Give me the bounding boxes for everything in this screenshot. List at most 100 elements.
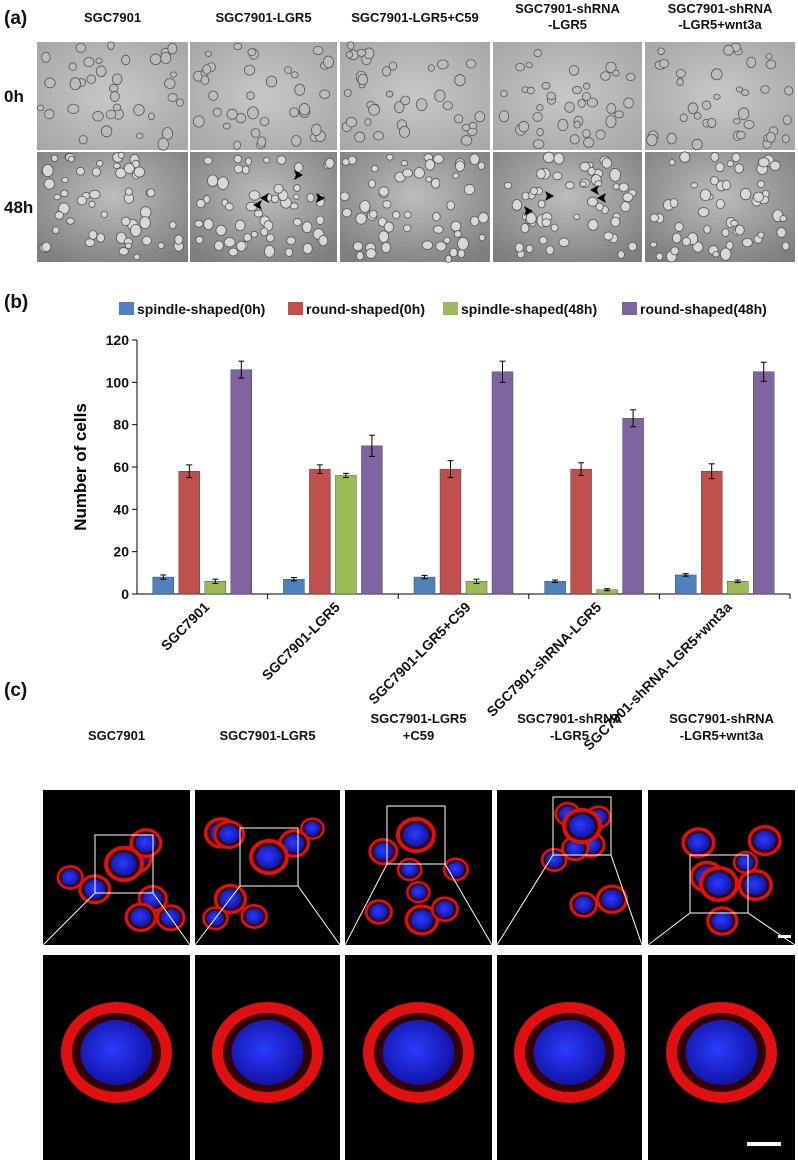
cell bbox=[721, 228, 730, 238]
cell bbox=[394, 101, 405, 114]
zoom-line bbox=[496, 854, 554, 946]
arrow bbox=[597, 193, 606, 203]
cell bbox=[765, 59, 777, 70]
confocal-image bbox=[42, 790, 191, 946]
micrograph bbox=[340, 41, 490, 150]
cell bbox=[174, 234, 184, 245]
cell bbox=[95, 57, 103, 64]
cell bbox=[710, 151, 720, 162]
cell bbox=[582, 129, 591, 139]
cell bbox=[449, 247, 458, 258]
nucleus bbox=[218, 825, 240, 844]
cell bbox=[669, 198, 679, 208]
cell bbox=[736, 130, 746, 140]
cell bbox=[100, 125, 113, 138]
error-bar bbox=[238, 360, 245, 379]
cell bbox=[690, 182, 698, 189]
cell bbox=[111, 73, 123, 85]
cell bbox=[41, 51, 51, 63]
cell bbox=[83, 56, 95, 68]
cell bbox=[244, 157, 252, 166]
confocal-image bbox=[647, 790, 796, 946]
error-bar bbox=[186, 464, 193, 479]
cell bbox=[264, 244, 276, 258]
cell bbox=[676, 78, 684, 86]
micrograph bbox=[645, 42, 795, 151]
cell bbox=[515, 62, 525, 72]
cell bbox=[133, 253, 141, 261]
nucleus bbox=[61, 869, 80, 886]
cell bbox=[675, 69, 686, 78]
cell bbox=[301, 221, 313, 234]
error-bar bbox=[342, 472, 349, 479]
cell bbox=[289, 107, 299, 118]
nucleus bbox=[373, 842, 394, 861]
cell bbox=[657, 47, 665, 55]
cell bbox=[365, 248, 377, 259]
cell bbox=[691, 138, 703, 151]
confocal-image bbox=[344, 790, 493, 946]
cell bbox=[248, 190, 261, 201]
cell bbox=[443, 236, 451, 244]
zoom-line bbox=[747, 912, 796, 946]
column-header: SGC7901 bbox=[84, 10, 141, 25]
cell bbox=[465, 59, 477, 69]
cell bbox=[536, 127, 544, 137]
cell bbox=[541, 218, 552, 227]
cell bbox=[568, 65, 580, 76]
cell bbox=[693, 112, 702, 120]
bar bbox=[727, 581, 749, 595]
cell bbox=[776, 227, 787, 238]
cell bbox=[112, 162, 121, 170]
nucleus bbox=[601, 889, 623, 909]
cell bbox=[433, 225, 444, 234]
cell bbox=[347, 41, 355, 50]
nucleus bbox=[130, 907, 152, 927]
cell bbox=[100, 210, 108, 219]
error-bar bbox=[552, 579, 559, 584]
cell bbox=[78, 135, 88, 145]
x-tick-label: SGC7901-shRNA-LGR5 bbox=[483, 599, 604, 720]
cell bbox=[595, 202, 604, 211]
cell bbox=[352, 241, 364, 252]
nucleus bbox=[80, 1020, 153, 1085]
cell bbox=[731, 152, 741, 163]
cell bbox=[139, 216, 151, 230]
cell bbox=[553, 152, 565, 165]
cell bbox=[226, 108, 238, 120]
cell bbox=[715, 162, 725, 173]
cell bbox=[382, 200, 392, 209]
cell bbox=[400, 160, 409, 167]
cell bbox=[203, 195, 211, 204]
cell bbox=[781, 241, 790, 251]
error-bar bbox=[682, 573, 689, 577]
arrow bbox=[545, 191, 554, 201]
cell bbox=[386, 153, 394, 161]
cell bbox=[679, 113, 688, 123]
cell bbox=[385, 90, 394, 98]
cell bbox=[779, 215, 787, 222]
cell bbox=[532, 139, 545, 149]
arrow bbox=[316, 193, 325, 203]
nucleus bbox=[685, 1020, 758, 1085]
bar bbox=[178, 471, 201, 595]
cell bbox=[147, 112, 156, 121]
cell bbox=[719, 247, 732, 261]
nucleus bbox=[545, 852, 563, 868]
y-tick-label: 60 bbox=[113, 459, 129, 475]
cell bbox=[734, 224, 745, 236]
bar bbox=[570, 468, 592, 595]
cell bbox=[550, 223, 559, 232]
cell bbox=[703, 224, 711, 234]
y-tick-label: 100 bbox=[106, 374, 130, 390]
cell bbox=[298, 103, 311, 116]
bar bbox=[491, 371, 514, 595]
cell bbox=[469, 153, 480, 165]
cell bbox=[713, 93, 721, 100]
zoom-line bbox=[297, 885, 341, 946]
bar bbox=[439, 468, 462, 595]
cell bbox=[605, 115, 617, 128]
cell bbox=[564, 101, 575, 113]
nucleus bbox=[382, 1020, 455, 1085]
cell bbox=[521, 191, 530, 201]
